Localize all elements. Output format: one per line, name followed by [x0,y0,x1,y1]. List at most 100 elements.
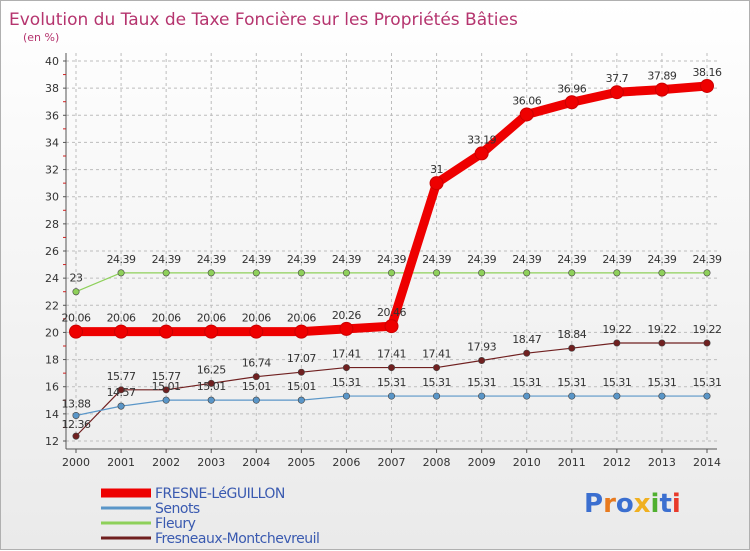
data-point [387,364,395,372]
data-point [703,339,711,347]
y-tick-label: 24 [45,272,59,285]
data-label: 14.57 [107,386,136,399]
data-point [72,288,80,296]
data-point [568,392,576,400]
x-tick-label: 2001 [107,456,135,469]
data-point [117,386,125,394]
data-label: 24.39 [242,253,271,266]
data-point [478,269,486,277]
y-tick-label: 12 [45,435,59,448]
data-point [114,324,129,339]
data-point [433,364,441,372]
data-label: 24.39 [377,253,406,266]
data-point [342,392,350,400]
data-label: 15.77 [107,370,136,383]
data-label: 24.39 [557,253,586,266]
legend-label: Fleury [155,516,196,532]
x-tick-label: 2008 [423,456,451,469]
data-point [387,392,395,400]
legend-label: Senots [155,501,200,517]
data-point [162,396,170,404]
data-label: 20.26 [332,309,361,322]
logo-letter: t [659,489,672,519]
data-point [72,432,80,440]
data-label: 24.39 [107,253,136,266]
data-point [207,269,215,277]
logo-letter: o [615,489,634,519]
data-label: 15.01 [242,380,271,393]
data-point [658,269,666,277]
data-label: 17.41 [332,348,361,361]
y-tick-label: 14 [45,408,59,421]
logo-letter: r [603,489,616,519]
data-label: 20.06 [242,312,271,325]
x-tick-label: 2014 [693,456,721,469]
x-tick-label: 2004 [242,456,270,469]
data-label: 24.39 [422,253,451,266]
proxiti-logo: Proxiti [584,489,694,529]
data-point [700,78,714,93]
y-tick-label: 32 [45,164,59,177]
y-tick-label: 34 [45,136,59,149]
data-point [654,82,669,97]
data-label: 19.22 [693,323,722,336]
data-point [117,402,125,410]
data-label: 13.88 [62,397,91,410]
data-point [72,411,80,419]
y-tick-label: 16 [45,381,59,394]
data-point [523,269,531,277]
data-label: 20.06 [197,312,226,325]
data-label: 24.39 [602,253,631,266]
data-label: 31 [430,163,443,176]
data-label: 20.46 [377,306,406,319]
data-label: 15.31 [602,376,631,389]
data-label: 23 [70,272,83,285]
plot-area: 12 14 16 18 20 22 24 26 28 30 32 34 36 38 40 2000 2001 20… [45,53,722,469]
legend-label: Fresneaux-Montchevreuil [155,531,319,547]
data-label: 15.77 [152,370,181,383]
data-point [297,269,305,277]
data-label: 15.31 [467,376,496,389]
x-tick-label: 2007 [378,456,406,469]
data-point [613,269,621,277]
data-point [478,392,486,400]
data-point [703,392,711,400]
data-label: 15.01 [152,380,181,393]
data-label: 24.39 [693,253,722,266]
x-tick-label: 2002 [152,456,180,469]
data-point [613,339,621,347]
legend: FRESNE-LéGUILLONSenotsFleuryFresneaux-Mo… [101,486,320,547]
y-tick-label: 18 [45,354,59,367]
data-point [252,269,260,277]
y-tick-label: 36 [45,109,59,122]
x-tick-label: 2013 [648,456,676,469]
data-point [207,379,215,387]
data-point [658,392,666,400]
y-tick-label: 38 [45,82,59,95]
data-label: 24.39 [467,253,496,266]
data-label: 18.84 [557,328,586,341]
data-label: 20.06 [287,312,316,325]
data-label: 20.06 [62,312,91,325]
data-point [162,386,170,394]
data-label: 24.39 [287,253,316,266]
data-label: 19.22 [647,323,676,336]
data-point [433,269,441,277]
y-tick-label: 30 [45,191,59,204]
data-label: 24.39 [197,253,226,266]
data-label: 15.31 [377,376,406,389]
y-tick-label: 40 [45,55,59,68]
data-label: 15.01 [287,380,316,393]
data-label: 17.41 [377,348,406,361]
data-point [429,176,444,191]
data-label: 24.39 [647,253,676,266]
y-tick-label: 22 [45,299,59,312]
data-label: 17.93 [467,341,496,354]
data-point [568,269,576,277]
data-point [474,146,489,161]
data-label: 24.39 [512,253,541,266]
x-tick-label: 2000 [62,456,90,469]
data-label: 38.16 [693,66,722,79]
data-label: 16.74 [242,357,271,370]
data-label: 15.31 [557,376,586,389]
